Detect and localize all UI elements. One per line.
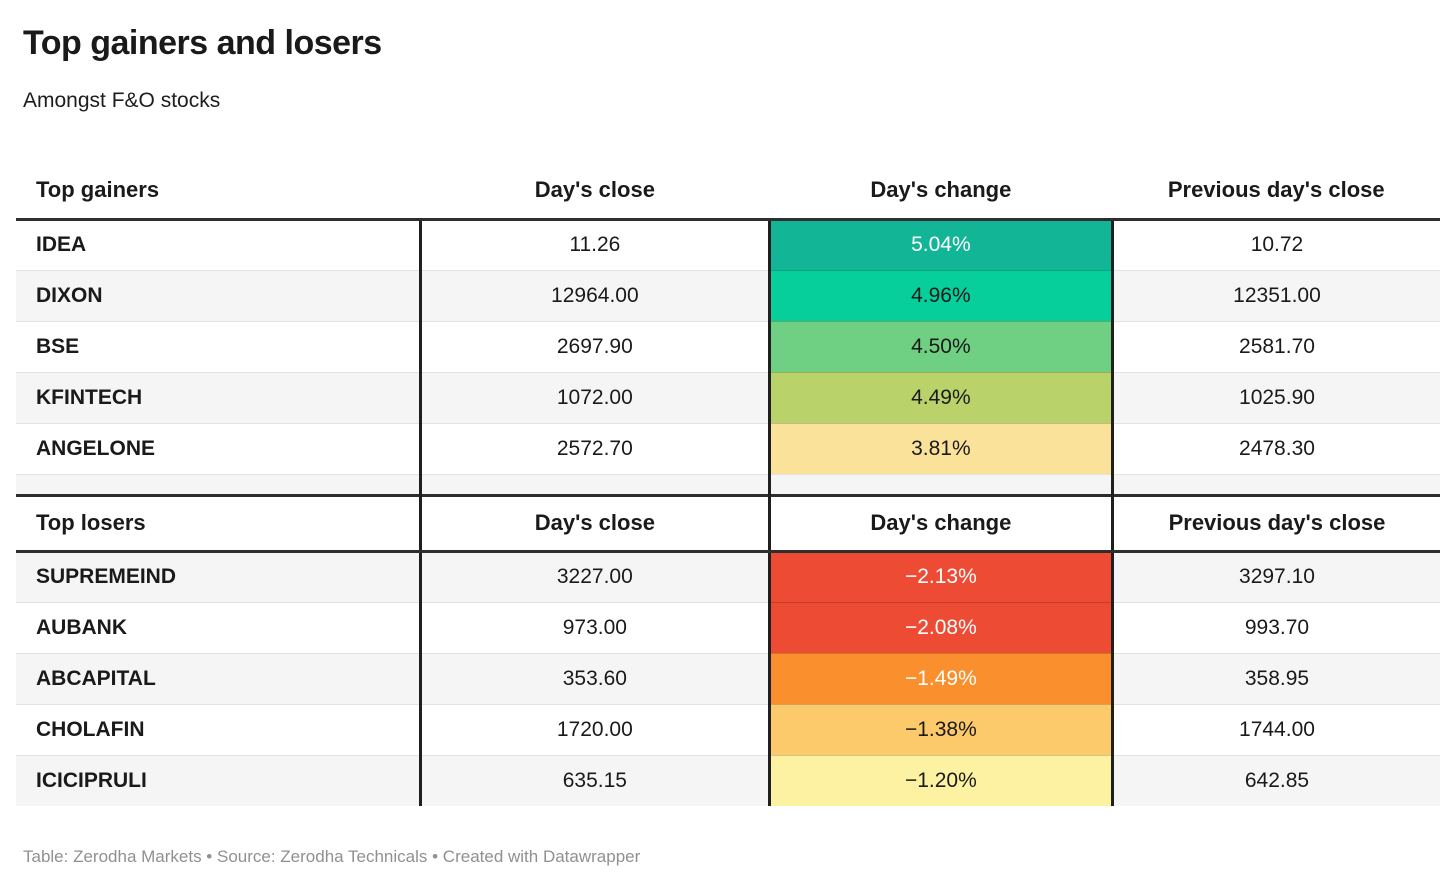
column-header-days-close: Day's close bbox=[420, 163, 770, 221]
table-row: SUPREMEIND 3227.00 −2.13% 3297.10 bbox=[16, 550, 1440, 602]
prev-close-value: 10.72 bbox=[1112, 218, 1440, 270]
stock-symbol: IDEA bbox=[16, 218, 421, 270]
column-header-prev-close: Previous day's close bbox=[1112, 163, 1440, 221]
table-row: KFINTECH 1072.00 4.49% 1025.90 bbox=[16, 371, 1440, 423]
stock-symbol: CHOLAFIN bbox=[16, 703, 421, 755]
table-row: BSE 2697.90 4.50% 2581.70 bbox=[16, 320, 1440, 372]
days-close-value: 11.26 bbox=[418, 218, 770, 270]
stock-symbol: DIXON bbox=[16, 269, 421, 321]
column-header-prev-close: Previous day's close bbox=[1112, 493, 1440, 553]
days-close-value: 3227.00 bbox=[418, 550, 770, 602]
page-title: Top gainers and losers bbox=[23, 24, 382, 62]
stock-symbol: KFINTECH bbox=[16, 371, 421, 423]
prev-close-value: 2581.70 bbox=[1112, 320, 1440, 372]
days-close-value: 1720.00 bbox=[418, 703, 770, 755]
table-row: AUBANK 973.00 −2.08% 993.70 bbox=[16, 601, 1440, 653]
gainers-section-title: Top gainers bbox=[16, 163, 421, 221]
prev-close-value: 993.70 bbox=[1112, 601, 1440, 653]
prev-close-value: 642.85 bbox=[1112, 754, 1440, 806]
table-row: IDEA 11.26 5.04% 10.72 bbox=[16, 218, 1440, 270]
days-close-value: 1072.00 bbox=[418, 371, 770, 423]
days-close-value: 635.15 bbox=[418, 754, 770, 806]
losers-section-title: Top losers bbox=[16, 493, 421, 553]
prev-close-value: 12351.00 bbox=[1112, 269, 1440, 321]
stock-symbol: ABCAPITAL bbox=[16, 652, 421, 704]
table-row: ABCAPITAL 353.60 −1.49% 358.95 bbox=[16, 652, 1440, 704]
prev-close-value: 358.95 bbox=[1112, 652, 1440, 704]
days-close-value: 973.00 bbox=[418, 601, 770, 653]
days-change-cell: −2.13% bbox=[767, 550, 1114, 602]
days-change-cell: −1.38% bbox=[767, 703, 1114, 755]
days-change-cell: 4.50% bbox=[767, 320, 1114, 372]
spacer-cell bbox=[767, 473, 1114, 495]
column-header-days-close: Day's close bbox=[418, 493, 770, 553]
spacer-cell bbox=[418, 473, 770, 495]
days-close-value: 2697.90 bbox=[418, 320, 770, 372]
column-header-days-change: Day's change bbox=[769, 163, 1113, 221]
stock-symbol: BSE bbox=[16, 320, 421, 372]
prev-close-value: 3297.10 bbox=[1112, 550, 1440, 602]
table-row: DIXON 12964.00 4.96% 12351.00 bbox=[16, 269, 1440, 321]
table-row: ICICIPRULI 635.15 −1.20% 642.85 bbox=[16, 754, 1440, 806]
losers-header-row: Top losers Day's close Day's change Prev… bbox=[16, 493, 1440, 553]
section-spacer-row bbox=[16, 473, 1440, 495]
prev-close-value: 2478.30 bbox=[1112, 422, 1440, 474]
days-change-cell: −1.20% bbox=[767, 754, 1114, 806]
days-change-cell: −1.49% bbox=[767, 652, 1114, 704]
gainers-losers-table: Top gainers Day's close Day's change Pre… bbox=[16, 163, 1440, 806]
days-change-cell: 3.81% bbox=[767, 422, 1114, 474]
days-close-value: 353.60 bbox=[418, 652, 770, 704]
days-close-value: 12964.00 bbox=[418, 269, 770, 321]
days-change-cell: 5.04% bbox=[767, 218, 1114, 270]
days-change-cell: 4.49% bbox=[767, 371, 1114, 423]
days-change-cell: −2.08% bbox=[767, 601, 1114, 653]
stock-symbol: ICICIPRULI bbox=[16, 754, 421, 806]
spacer-cell bbox=[1112, 473, 1440, 495]
table-row: CHOLAFIN 1720.00 −1.38% 1744.00 bbox=[16, 703, 1440, 755]
table-row: ANGELONE 2572.70 3.81% 2478.30 bbox=[16, 422, 1440, 474]
days-close-value: 2572.70 bbox=[418, 422, 770, 474]
gainers-header-row: Top gainers Day's close Day's change Pre… bbox=[16, 163, 1440, 221]
stock-symbol: SUPREMEIND bbox=[16, 550, 421, 602]
stock-symbol: AUBANK bbox=[16, 601, 421, 653]
column-header-days-change: Day's change bbox=[767, 493, 1114, 553]
prev-close-value: 1744.00 bbox=[1112, 703, 1440, 755]
spacer-cell bbox=[16, 473, 421, 495]
days-change-cell: 4.96% bbox=[767, 269, 1114, 321]
page-subtitle: Amongst F&O stocks bbox=[23, 89, 221, 112]
stock-symbol: ANGELONE bbox=[16, 422, 421, 474]
prev-close-value: 1025.90 bbox=[1112, 371, 1440, 423]
attribution-footer: Table: Zerodha Markets • Source: Zerodha… bbox=[23, 847, 641, 866]
